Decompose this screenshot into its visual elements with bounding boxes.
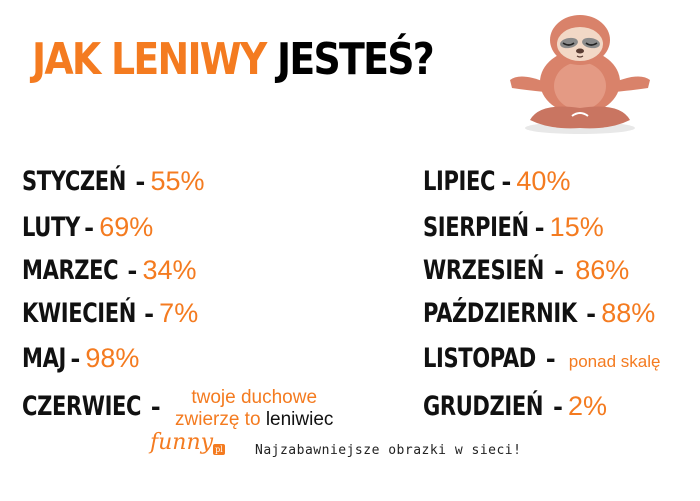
title-part-black: JESTEŚ? — [276, 34, 435, 85]
percent-value: 7% — [159, 298, 199, 328]
month-label: LUTY — [22, 212, 80, 243]
left-row-6: CZERWIEC - — [22, 393, 161, 420]
note-black-text: leniwiec — [265, 409, 334, 430]
percent-value: 2% — [568, 391, 608, 421]
month-label: KWIECIEŃ — [22, 298, 136, 329]
month-label: MAJ — [22, 343, 66, 374]
footer-tagline: Najzabawniejsze obrazki w sieci! — [255, 443, 522, 458]
right-row-2: SIERPIEŃ - 15% — [423, 212, 604, 243]
dash: - — [84, 214, 95, 242]
month-label: PAŹDZIERNIK — [423, 298, 577, 329]
percent-value: ponad skalę — [568, 352, 661, 371]
logo-text: funny — [150, 430, 214, 455]
percent-value: 40% — [516, 166, 571, 196]
left-row-4: KWIECIEŃ - 7% — [22, 298, 199, 329]
month-label: LISTOPAD — [423, 343, 536, 374]
percent-value: 88% — [601, 298, 656, 328]
left-row-1: STYCZEŃ - 55% — [22, 166, 205, 197]
month-label: STYCZEŃ — [22, 166, 127, 197]
logo-badge: pl — [213, 444, 225, 455]
dash: - — [552, 393, 563, 421]
percent-value: 86% — [575, 255, 630, 285]
dash: - — [545, 345, 556, 373]
title-part-orange: JAK LENIWY — [32, 34, 267, 85]
dash: - — [586, 300, 597, 328]
right-row-3: WRZESIEŃ - 86% — [423, 255, 630, 286]
month-label: LIPIEC — [423, 166, 496, 197]
right-row-5: LISTOPAD - ponad skalę — [423, 345, 660, 372]
dash: - — [144, 300, 155, 328]
czerwiec-note: twoje duchowe zwierzę to leniwiec — [175, 387, 333, 431]
dash: - — [150, 393, 161, 421]
left-row-5: MAJ - 98% — [22, 343, 140, 374]
funny-logo: funny pl — [150, 430, 225, 455]
left-row-2: LUTY - 69% — [22, 212, 154, 243]
percent-value: 55% — [150, 166, 205, 196]
percent-value: 98% — [85, 343, 140, 373]
dash: - — [127, 257, 138, 285]
month-label: GRUDZIEŃ — [423, 391, 544, 422]
month-label: WRZESIEŃ — [423, 255, 545, 286]
percent-value: 15% — [549, 212, 604, 242]
percent-value: 69% — [99, 212, 154, 242]
dash: - — [534, 214, 545, 242]
left-row-3: MARZEC - 34% — [22, 255, 197, 286]
page-title: JAK LENIWY JESTEŚ? — [32, 38, 435, 82]
note-line-1: twoje duchowe — [191, 387, 318, 408]
right-row-6: GRUDZIEŃ - 2% — [423, 391, 608, 422]
month-label: MARZEC — [22, 255, 119, 286]
dash: - — [554, 257, 565, 285]
month-label: SIERPIEŃ — [423, 212, 529, 243]
right-row-1: LIPIEC - 40% — [423, 166, 571, 197]
month-label: CZERWIEC — [22, 391, 142, 422]
note-orange-text: zwierzę to — [175, 409, 261, 430]
percent-value: 34% — [142, 255, 197, 285]
right-row-4: PAŹDZIERNIK - 88% — [423, 298, 656, 329]
dash: - — [70, 345, 81, 373]
note-line-2: zwierzę to leniwiec — [175, 409, 333, 431]
dash: - — [135, 168, 146, 196]
sloth-illustration — [510, 15, 650, 134]
dash: - — [501, 168, 512, 196]
